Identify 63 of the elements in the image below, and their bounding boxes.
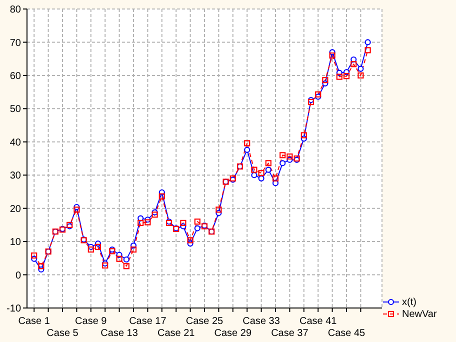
point [123,263,130,270]
y-tick-label: 50 [10,104,22,116]
y-tick-label: 70 [10,38,22,49]
point [244,146,250,153]
point [350,61,357,68]
point [194,225,200,232]
x-tick-label: Case 29 [214,328,252,339]
point [158,193,165,200]
x-tick-label: Case 41 [299,316,338,327]
point [187,237,194,244]
y-tick-label: 60 [10,70,22,82]
point [130,246,137,253]
point [315,91,322,98]
x-tick-label: Case 25 [186,316,224,327]
point [358,72,364,78]
x-tick-label: Case 45 [328,328,366,339]
x-tick-label: Case 5 [46,328,79,339]
point [216,206,222,213]
point [144,219,151,226]
x-tick-label: Case 13 [100,328,138,339]
x-tick-label: Case 33 [242,316,280,327]
y-tick-label: 0 [15,270,22,282]
point [94,244,102,250]
point [138,220,144,226]
point [358,66,364,72]
point [31,252,38,259]
legend-label: x(t) [402,296,416,308]
point [329,52,336,59]
point [88,246,94,253]
legend-label: NewVar [402,308,437,320]
x-tick-label: Case 37 [271,328,309,339]
point [244,140,250,146]
point [251,166,258,173]
point [265,160,272,166]
point [272,175,279,182]
point [116,256,122,262]
point [74,206,80,213]
point [280,152,286,158]
y-tick-label: 20 [10,204,22,215]
point [364,39,371,46]
point [180,220,186,226]
point [123,256,130,263]
point [265,166,272,173]
y-tick-label: 40 [10,137,22,148]
point [343,73,350,80]
point [336,74,342,80]
x-tick-label: Case 9 [75,316,108,327]
x-tick-label: Case 21 [157,328,196,339]
point [280,160,286,166]
x-tick-label: Case 1 [18,316,50,327]
point [38,263,44,270]
y-tick-label: 80 [10,4,22,16]
point [300,132,307,138]
point [152,212,158,218]
y-tick-label: 10 [10,237,22,248]
y-tick-label: 30 [10,170,22,182]
point [258,170,264,176]
point [194,218,200,225]
y-tick-label: -10 [6,304,22,315]
point [322,77,328,84]
x-tick-label: Case 17 [129,316,167,327]
point [286,153,293,160]
point [364,47,371,54]
